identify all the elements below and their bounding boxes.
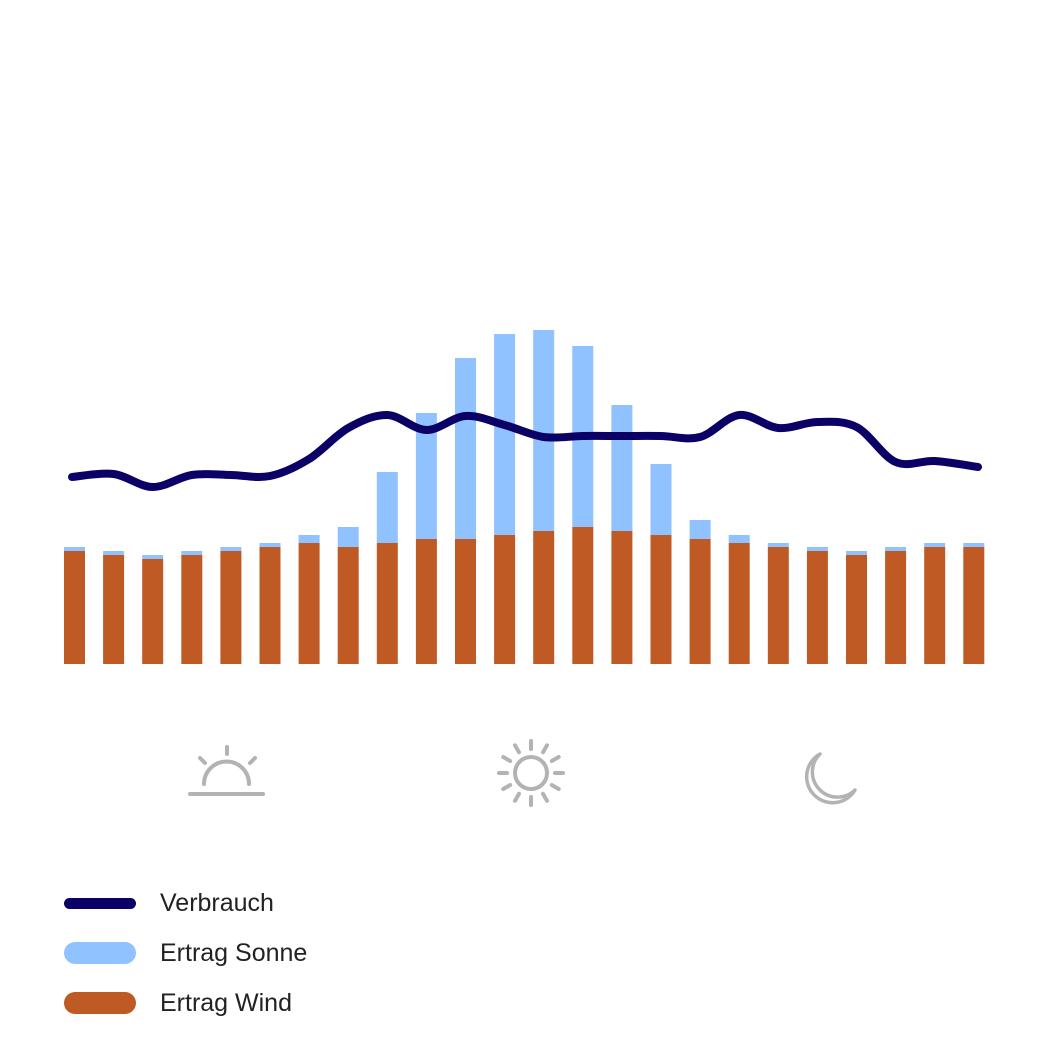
bar-wind bbox=[963, 547, 985, 664]
legend-swatch-wind bbox=[64, 992, 136, 1014]
bar-wind bbox=[650, 535, 672, 664]
bar-wind bbox=[142, 559, 164, 664]
legend-item-sonne: Ertrag Sonne bbox=[64, 928, 307, 978]
bar-sonne bbox=[533, 330, 555, 531]
sunrise-icon bbox=[188, 745, 265, 796]
bar-sonne bbox=[298, 535, 320, 543]
bar-wind bbox=[572, 527, 594, 664]
bar-wind bbox=[885, 551, 907, 664]
bar-sonne bbox=[455, 358, 476, 539]
bar-sonne bbox=[415, 413, 437, 539]
bar-wind bbox=[298, 543, 320, 664]
bar-sonne bbox=[103, 551, 125, 555]
bar-wind bbox=[376, 543, 398, 664]
bar-sonne bbox=[806, 547, 828, 551]
bar-wind bbox=[220, 551, 242, 664]
bar-wind bbox=[337, 547, 359, 664]
sun-icon bbox=[497, 739, 565, 807]
bar-sonne bbox=[846, 551, 867, 555]
legend-swatch-verbrauch bbox=[64, 897, 136, 909]
bar-sonne bbox=[376, 472, 398, 543]
moon-icon bbox=[804, 752, 857, 805]
legend-item-verbrauch: Verbrauch bbox=[64, 878, 307, 928]
bar-sonne bbox=[611, 405, 633, 531]
legend-label: Verbrauch bbox=[160, 888, 274, 917]
bar-wind bbox=[64, 551, 85, 664]
legend-item-wind: Ertrag Wind bbox=[64, 978, 307, 1028]
bar-wind bbox=[455, 539, 476, 664]
legend: Verbrauch Ertrag Sonne Ertrag Wind bbox=[64, 878, 307, 1028]
bar-wind bbox=[611, 531, 633, 664]
legend-label: Ertrag Wind bbox=[160, 988, 292, 1017]
bar-sonne bbox=[650, 464, 672, 535]
bar-wind bbox=[846, 555, 867, 664]
bar-wind bbox=[415, 539, 437, 664]
legend-swatch-sonne bbox=[64, 942, 136, 964]
bar-sonne bbox=[64, 547, 85, 551]
bar-wind bbox=[181, 555, 203, 664]
bar-wind bbox=[924, 547, 946, 664]
bar-sonne bbox=[337, 527, 359, 547]
bar-wind bbox=[103, 555, 125, 664]
bar-wind bbox=[494, 535, 516, 664]
bar-sonne bbox=[885, 547, 907, 551]
bar-wind bbox=[806, 551, 828, 664]
line-verbrauch bbox=[68, 410, 982, 492]
bar-wind bbox=[533, 531, 555, 664]
bar-sonne bbox=[181, 551, 203, 555]
bar-wind bbox=[728, 543, 750, 664]
legend-label: Ertrag Sonne bbox=[160, 938, 308, 967]
bar-sonne bbox=[924, 543, 946, 547]
bar-wind bbox=[689, 539, 711, 664]
bar-sonne bbox=[728, 535, 750, 543]
bar-sonne bbox=[767, 543, 789, 547]
bar-sonne bbox=[259, 543, 281, 547]
bar-sonne bbox=[689, 520, 711, 539]
bar-sonne bbox=[220, 547, 242, 551]
bar-sonne bbox=[963, 543, 985, 547]
bar-sonne bbox=[494, 334, 516, 535]
bar-sonne bbox=[142, 555, 164, 559]
bar-wind bbox=[259, 547, 281, 664]
bar-wind bbox=[767, 547, 789, 664]
